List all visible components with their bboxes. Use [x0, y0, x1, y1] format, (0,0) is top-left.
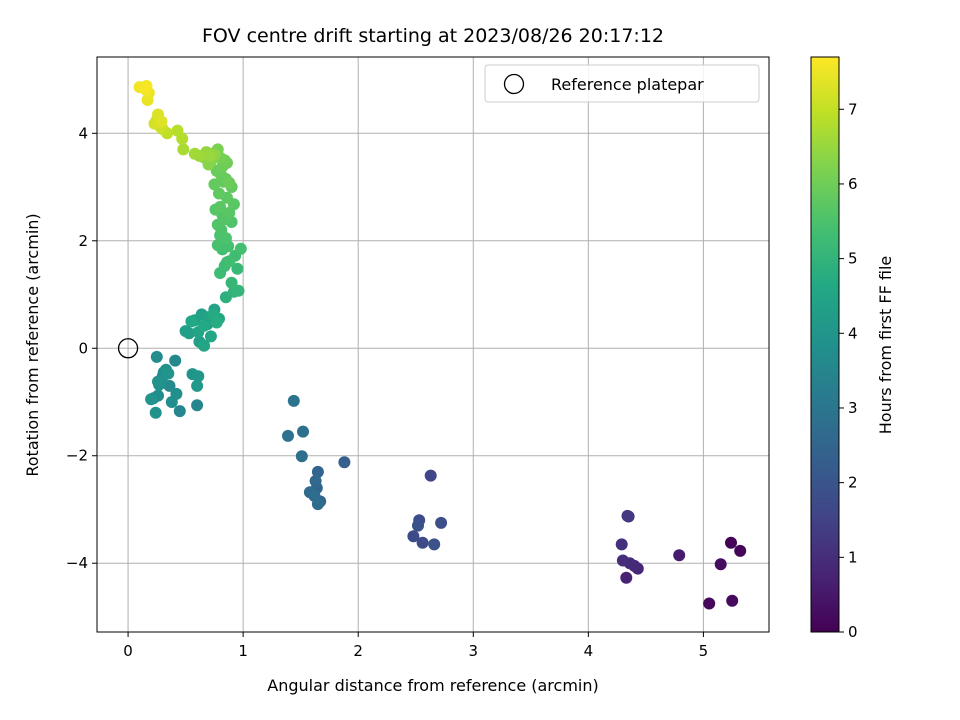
data-point	[428, 538, 441, 551]
data-point	[211, 239, 224, 252]
data-point	[191, 379, 204, 392]
data-point	[673, 549, 686, 562]
data-point	[170, 387, 183, 400]
x-tick-label: 3	[469, 642, 479, 660]
y-axis-label: Rotation from reference (arcmin)	[23, 213, 42, 476]
x-axis-ticks: 0 1 2 3 4 5	[123, 632, 708, 660]
data-point	[416, 536, 429, 549]
chart-title: FOV centre drift starting at 2023/08/26 …	[202, 25, 664, 47]
colorbar-tick-label: 2	[848, 474, 858, 492]
data-point	[169, 354, 182, 367]
y-tick-label: −2	[66, 447, 88, 465]
data-point	[203, 149, 216, 162]
x-tick-label: 1	[238, 642, 248, 660]
data-point	[287, 394, 300, 407]
legend-label-reference: Reference platepar	[551, 75, 704, 94]
colorbar-ticks: 0 1 2 3 4 5 6 7	[839, 100, 858, 641]
legend-marker-reference	[503, 73, 525, 95]
grid-lines	[97, 57, 769, 632]
data-point	[198, 339, 210, 352]
data-point	[725, 536, 737, 549]
data-point	[231, 262, 244, 275]
colorbar-tick-label: 5	[848, 250, 858, 268]
data-point	[179, 325, 192, 338]
colorbar-gradient	[810, 56, 840, 633]
data-point	[198, 319, 210, 332]
data-point	[295, 450, 308, 463]
data-point	[703, 597, 716, 610]
colorbar: 0 1 2 3 4 5 6 7 Hours from first FF file	[810, 56, 895, 641]
x-axis-label: Angular distance from reference (arcmin)	[267, 676, 598, 695]
data-point	[412, 519, 424, 532]
data-point	[424, 469, 437, 482]
data-point	[204, 330, 217, 343]
colorbar-tick-label: 6	[848, 175, 858, 193]
data-point	[155, 115, 168, 128]
data-point	[171, 124, 184, 137]
data-point	[223, 176, 236, 189]
y-tick-label: 4	[78, 124, 88, 142]
y-tick-label: −4	[66, 554, 88, 572]
data-point	[191, 399, 204, 412]
data-point	[210, 316, 223, 329]
x-tick-label: 4	[584, 642, 594, 660]
data-point	[214, 200, 227, 213]
data-point	[208, 178, 221, 191]
data-point	[173, 405, 186, 418]
data-point	[311, 465, 324, 478]
data-point	[407, 530, 420, 543]
plot-frame	[96, 56, 770, 633]
data-point	[282, 429, 294, 442]
data-point	[225, 276, 238, 289]
x-tick-label: 5	[699, 642, 709, 660]
data-point	[234, 242, 247, 255]
legend: Reference platepar	[484, 64, 760, 103]
colorbar-tick-label: 1	[848, 548, 858, 566]
colorbar-label: Hours from first FF file	[876, 256, 895, 435]
colorbar-tick-label: 4	[848, 324, 858, 342]
data-point	[309, 475, 322, 487]
data-point	[615, 538, 628, 551]
x-tick-label: 0	[123, 642, 133, 660]
colorbar-tick-label: 0	[848, 623, 858, 641]
legend-box	[484, 64, 760, 103]
data-points	[133, 80, 747, 610]
y-axis-ticks: −4 −2 0 2 4	[66, 124, 97, 572]
data-point	[162, 367, 175, 380]
data-point	[621, 509, 634, 522]
data-point	[188, 147, 201, 160]
data-point	[185, 315, 198, 328]
data-point	[150, 350, 163, 363]
data-point	[177, 143, 190, 156]
y-tick-label: 0	[78, 339, 88, 357]
data-point	[223, 255, 236, 268]
data-point	[338, 456, 351, 469]
reference-platepar-marker	[117, 338, 139, 359]
data-point	[714, 558, 727, 571]
x-tick-label: 2	[353, 642, 363, 660]
data-point	[616, 554, 629, 567]
colorbar-tick-label: 7	[848, 100, 858, 118]
data-point	[726, 594, 739, 607]
data-point	[232, 284, 245, 297]
reference-marker-layer	[117, 338, 139, 359]
data-point	[620, 571, 633, 584]
y-tick-label: 2	[78, 232, 88, 250]
data-point	[435, 516, 448, 529]
data-point	[152, 375, 164, 388]
colorbar-tick-label: 3	[848, 399, 858, 417]
data-point	[145, 393, 158, 406]
data-point	[734, 544, 747, 557]
data-point	[213, 187, 225, 200]
data-point	[139, 83, 152, 96]
data-point	[308, 490, 321, 502]
data-point	[297, 425, 309, 438]
data-point	[192, 370, 205, 383]
data-point	[149, 406, 162, 419]
